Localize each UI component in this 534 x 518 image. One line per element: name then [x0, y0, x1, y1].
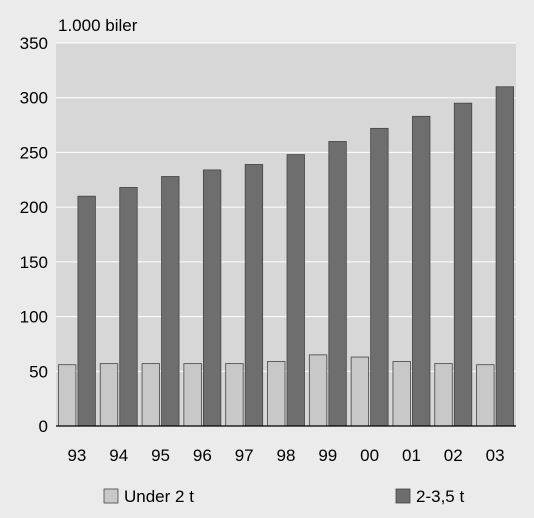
x-axis-ticks: 93 94 95 96 97 98 99 00 01 02 03: [67, 446, 504, 465]
xtick-label-03: 03: [486, 446, 505, 465]
bar-2-3-5t-01: [412, 115, 431, 427]
bar-under-2t-00: [350, 356, 370, 427]
legend: Under 2 t 2-3,5 t: [103, 487, 464, 506]
bar-2-3-5t-00: [370, 127, 389, 427]
bar-2-3-5t-96: [202, 169, 222, 427]
ytick-label-250: 250: [20, 143, 48, 162]
bar-2-3-5t-97: [244, 164, 264, 427]
xtick-label-01: 01: [402, 446, 421, 465]
bar-2-3-5t-94: [119, 187, 138, 427]
bar-under-2t-95: [141, 363, 160, 427]
xtick-label-93: 93: [67, 446, 86, 465]
ytick-label-200: 200: [20, 198, 48, 217]
xtick-label-97: 97: [235, 446, 254, 465]
bar-under-2t-96: [183, 363, 202, 427]
bar-under-2t-02: [434, 363, 453, 427]
xtick-label-96: 96: [193, 446, 212, 465]
xtick-label-98: 98: [277, 446, 296, 465]
ytick-label-50: 50: [29, 362, 48, 381]
legend-swatch-2-3-5t: [395, 488, 411, 504]
legend-swatch-under-2t: [103, 488, 119, 504]
ytick-label-150: 150: [20, 253, 48, 272]
y-axis-ticks: 0 50 100 150 200 250 300 350: [20, 34, 48, 436]
xtick-label-02: 02: [444, 446, 463, 465]
bar-under-2t-93: [58, 364, 77, 427]
unit-label: 1.000 biler: [58, 16, 138, 35]
bar-under-2t-94: [99, 363, 119, 427]
bar-2-3-5t-99: [328, 141, 347, 427]
xtick-label-99: 99: [318, 446, 337, 465]
bar-under-2t-01: [392, 361, 411, 427]
legend-label-under-2t: Under 2 t: [124, 487, 194, 506]
bar-under-2t-03: [476, 364, 495, 427]
ytick-label-350: 350: [20, 34, 48, 53]
ytick-label-0: 0: [39, 417, 48, 436]
xtick-label-94: 94: [109, 446, 128, 465]
bar-2-3-5t-93: [77, 195, 96, 427]
ytick-label-100: 100: [20, 308, 48, 327]
bar-2-3-5t-95: [161, 176, 180, 427]
bar-under-2t-98: [267, 361, 286, 427]
bar-2-3-5t-98: [286, 154, 305, 427]
bars: [58, 86, 514, 427]
xtick-label-95: 95: [151, 446, 170, 465]
bar-under-2t-97: [225, 363, 244, 427]
legend-label-2-3-5t: 2-3,5 t: [416, 487, 464, 506]
bar-2-3-5t-03: [495, 86, 514, 427]
bar-2-3-5t-02: [453, 102, 473, 427]
bar-under-2t-99: [308, 354, 328, 427]
xtick-label-00: 00: [360, 446, 379, 465]
ytick-label-300: 300: [20, 89, 48, 108]
